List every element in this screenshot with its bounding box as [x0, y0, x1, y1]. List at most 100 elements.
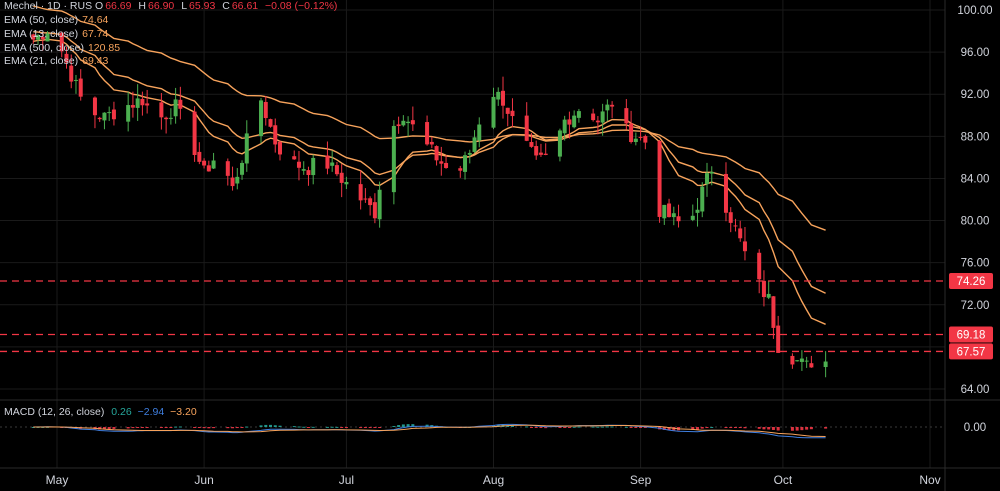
macd-hist-bar	[624, 426, 628, 428]
candle	[572, 110, 577, 129]
candle-body	[709, 171, 714, 174]
candle	[444, 155, 449, 169]
candle	[301, 161, 306, 175]
macd-signal-value: −3.20	[170, 406, 197, 418]
candle-body	[562, 119, 567, 134]
candle	[467, 149, 472, 164]
candle	[790, 353, 795, 369]
price-lines: 74.26 69.18 67.57	[0, 272, 993, 360]
macd-hist-bar	[193, 427, 197, 428]
candle	[629, 110, 634, 144]
macd-hist-bar	[510, 425, 514, 427]
macd-hist-value: 0.26	[111, 406, 132, 418]
candle	[230, 166, 235, 191]
time-tick-label: Jun	[194, 473, 213, 487]
candle	[401, 115, 406, 127]
macd-hist-bar	[169, 427, 173, 428]
candle	[429, 136, 434, 149]
time-tick-label: Oct	[774, 473, 793, 487]
candle-body	[491, 96, 496, 128]
macd-hist-bar	[212, 427, 216, 429]
macd-hist-bar	[406, 424, 410, 427]
candle-body	[391, 125, 396, 193]
candle-body	[439, 161, 444, 164]
candle-body	[368, 198, 373, 206]
candle-body	[434, 146, 439, 161]
indicator-ema-500[interactable]: EMA (500, close) 120.85	[4, 42, 120, 56]
candle-body	[78, 78, 83, 97]
candle-body	[92, 97, 97, 116]
candle-body	[700, 186, 705, 212]
candle	[358, 170, 363, 210]
macd-hist-bar	[705, 427, 709, 428]
candle	[605, 99, 610, 122]
candle	[368, 196, 373, 216]
macd-hist-bar	[771, 427, 775, 430]
candle	[140, 91, 145, 116]
candle	[766, 281, 771, 300]
candle-body	[107, 112, 112, 114]
macd-hist-bar	[397, 425, 401, 427]
candle	[334, 162, 339, 177]
candle-body	[339, 172, 344, 183]
candle	[643, 134, 648, 150]
candle-body	[799, 358, 804, 362]
candle	[496, 87, 501, 106]
candle-body	[410, 120, 415, 125]
candle-body	[823, 361, 828, 368]
macd-hist-bar	[696, 427, 700, 430]
indicator-ema-21[interactable]: EMA (21, close) 69.43	[4, 55, 108, 69]
candle-body	[633, 138, 638, 143]
candle	[225, 158, 230, 186]
candle-body	[771, 296, 776, 328]
macd-hist-bar	[145, 427, 149, 428]
macd-hist-bar	[131, 427, 135, 429]
candle-body	[600, 111, 605, 123]
candle	[268, 118, 273, 128]
time-tick-label: Nov	[919, 473, 940, 487]
macd-hist-bar	[596, 426, 600, 428]
candle-body	[467, 152, 472, 155]
candle-body	[377, 189, 382, 220]
candle	[557, 128, 562, 162]
indicator-ema-13[interactable]: EMA (13, close) 67.74	[4, 28, 108, 42]
candle	[595, 116, 600, 135]
candle	[107, 106, 112, 121]
candle	[804, 356, 809, 368]
candle	[733, 218, 738, 232]
macd-hist-bar	[311, 426, 315, 428]
change-value: −0.08 (−0.12%)	[265, 0, 338, 12]
candle-body	[40, 36, 45, 40]
candle-body	[406, 121, 411, 124]
macd-hist-bar	[359, 427, 363, 428]
macd-legend[interactable]: MACD (12, 26, close) 0.26 −2.94 −3.20	[4, 406, 197, 420]
ema-21-line	[33, 31, 826, 294]
macd-hist-bar	[226, 427, 230, 429]
candle	[273, 118, 278, 153]
candle-body	[69, 65, 74, 82]
candle-body	[306, 170, 311, 175]
macd-line	[33, 423, 826, 439]
candle	[809, 355, 814, 368]
macd-hist-bar	[558, 427, 562, 428]
candle	[738, 220, 743, 242]
candle-body	[230, 177, 235, 187]
macd-hist-bar	[809, 427, 813, 430]
candle	[567, 111, 572, 139]
candles	[31, 31, 828, 378]
candle	[306, 166, 311, 186]
candle	[505, 107, 510, 127]
macd-hist-bar	[700, 427, 704, 429]
candle-body	[102, 112, 107, 121]
candle-body	[472, 137, 477, 152]
candle-body	[572, 115, 577, 128]
macd-signal-line	[33, 424, 826, 437]
macd-hist-bar	[174, 426, 178, 428]
indicator-ema-50[interactable]: EMA (50, close) 74.64	[4, 14, 108, 28]
candle	[757, 249, 762, 294]
candle-body	[576, 111, 581, 118]
candle-body	[159, 102, 164, 118]
high-value: 66.90	[148, 0, 175, 12]
macd-hist-bar	[159, 427, 163, 428]
